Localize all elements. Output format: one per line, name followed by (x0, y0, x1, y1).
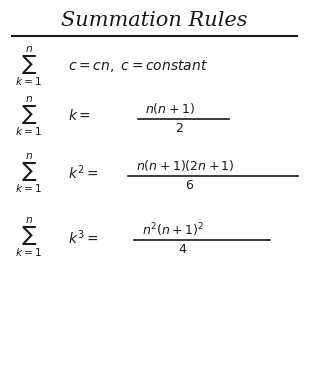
Text: $n(n+1)$: $n(n+1)$ (145, 101, 195, 116)
Text: $n(n+1)(2n+1)$: $n(n+1)(2n+1)$ (136, 158, 235, 173)
Text: $k^2 =$: $k^2 =$ (68, 164, 99, 182)
Text: $n^2(n+1)^2$: $n^2(n+1)^2$ (142, 221, 204, 239)
Text: $4$: $4$ (178, 243, 187, 256)
Text: Summation Rules: Summation Rules (61, 11, 248, 30)
Text: $k^3 =$: $k^3 =$ (68, 228, 99, 247)
Text: $6$: $6$ (185, 179, 195, 192)
Text: $\sum_{k=1}^{n}$: $\sum_{k=1}^{n}$ (15, 151, 42, 195)
Text: $\sum_{k=1}^{n}$: $\sum_{k=1}^{n}$ (15, 45, 42, 88)
Text: $c = cn,\ c = constant$: $c = cn,\ c = constant$ (68, 59, 208, 74)
Text: $k =$: $k =$ (68, 108, 91, 124)
Text: $\sum_{k=1}^{n}$: $\sum_{k=1}^{n}$ (15, 94, 42, 138)
Text: $\sum_{k=1}^{n}$: $\sum_{k=1}^{n}$ (15, 216, 42, 259)
Text: $2$: $2$ (175, 122, 183, 135)
